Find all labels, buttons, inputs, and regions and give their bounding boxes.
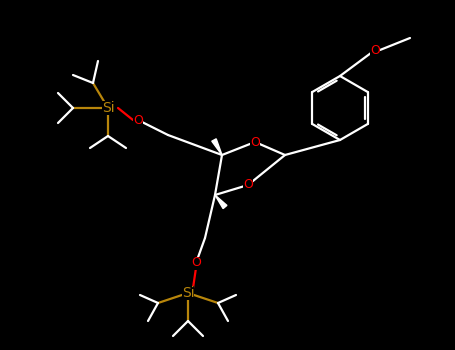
Polygon shape: [215, 195, 227, 209]
Polygon shape: [212, 139, 222, 155]
Text: O: O: [191, 257, 201, 270]
Text: O: O: [250, 135, 260, 148]
Text: O: O: [243, 178, 253, 191]
Text: O: O: [370, 43, 380, 56]
Text: Si: Si: [182, 286, 194, 300]
Text: O: O: [133, 113, 143, 126]
Text: Si: Si: [101, 101, 114, 115]
